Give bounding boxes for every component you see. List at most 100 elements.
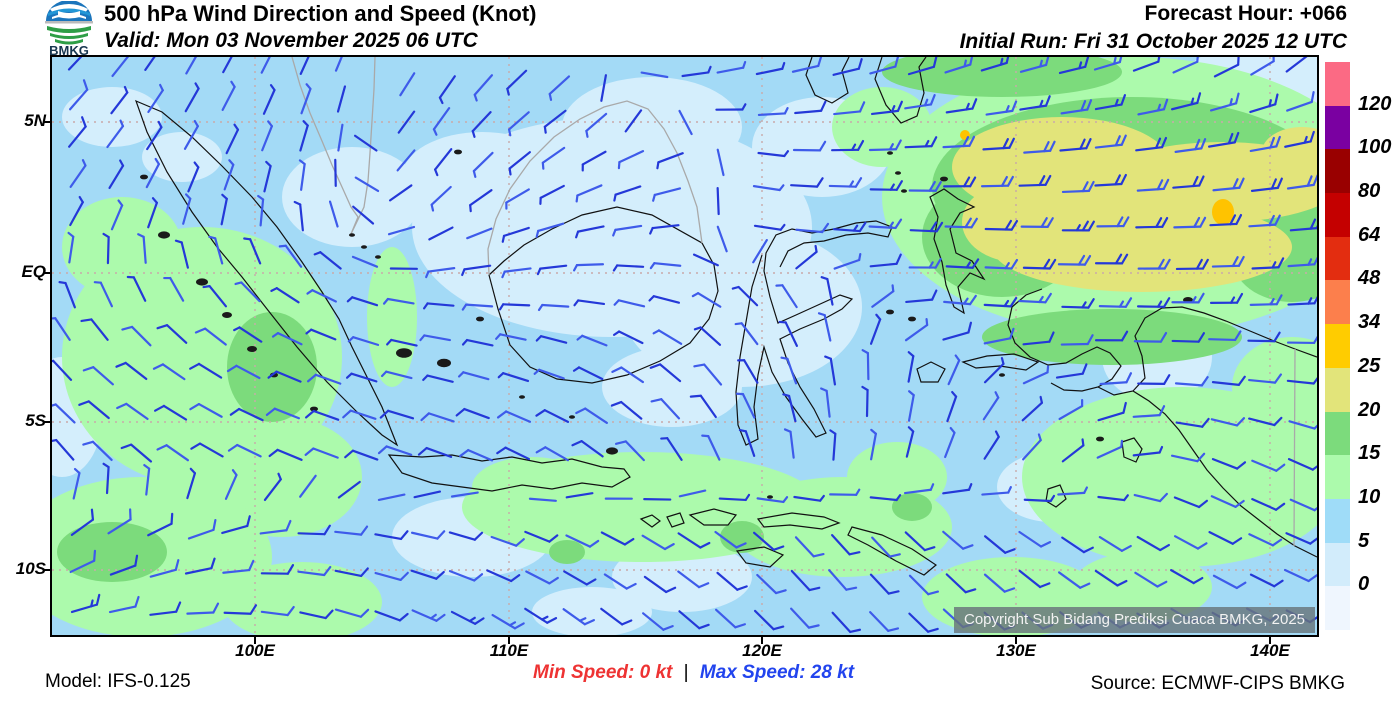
wind-barb-line — [236, 443, 262, 458]
islet — [310, 406, 318, 412]
wind-barb-line — [473, 93, 478, 102]
wind-barb-line — [1234, 92, 1240, 105]
wind-barb-line — [757, 151, 786, 158]
speed-patch-10-15 — [1232, 337, 1317, 437]
wind-barb-line — [1135, 225, 1164, 229]
wind-barb-line — [221, 193, 228, 200]
wind-barb-line — [818, 140, 827, 152]
wind-barb-line — [994, 391, 1000, 399]
wind-barb-line — [374, 610, 402, 622]
wind-barb-line — [186, 472, 197, 500]
wind-barb-line — [1094, 182, 1123, 187]
wind-barb-line — [907, 65, 936, 76]
wind-barb-line — [1082, 546, 1094, 554]
wind-barb-line — [306, 289, 314, 295]
legend-colorbar: 120 100 80 64 48 34 25 20 15 10 5 0 — [1325, 62, 1400, 631]
wind-barb-line — [1079, 582, 1091, 589]
wind-barb-line — [865, 388, 869, 418]
wind-barb-line — [503, 267, 532, 273]
wind-barb-line — [1004, 548, 1016, 554]
wind-barb-line — [99, 281, 113, 308]
wind-barb-line — [1159, 543, 1170, 552]
max-speed-value: 28 kt — [810, 662, 855, 683]
wind-barb-line — [524, 530, 551, 543]
wind-barb-line — [137, 233, 145, 238]
wind-barb-line — [78, 195, 84, 204]
copyright-watermark: Copyright Sub Bidang Prediksi Cuaca BMKG… — [953, 607, 1315, 633]
wind-barb-line — [870, 432, 877, 461]
wind-barb-line — [1236, 461, 1247, 470]
lat-tick-5N — [43, 121, 50, 123]
wind-barb-line — [699, 326, 722, 346]
wind-barb-line — [543, 125, 547, 134]
wind-barb-line — [110, 204, 124, 231]
wind-barb-line — [498, 303, 505, 311]
wind-barb-line — [757, 112, 786, 117]
wind-barb-line — [95, 593, 101, 606]
wind-barb-line — [999, 57, 1004, 66]
wind-barb-line — [678, 489, 707, 498]
legend-cell-10 — [1325, 498, 1350, 544]
wind-barb-line — [1275, 463, 1286, 472]
wind-barb-line — [1175, 421, 1204, 428]
wind-barb-line — [430, 185, 452, 206]
wind-barb-line — [1120, 330, 1129, 342]
legend-label-15: 15 — [1358, 442, 1381, 465]
islet — [908, 316, 916, 322]
wind-barb-line — [944, 63, 972, 74]
wind-barb-line — [374, 571, 402, 581]
wind-barb-line — [146, 126, 163, 151]
wind-barb-line — [351, 449, 379, 461]
wind-barb-line — [430, 203, 435, 212]
wind-barb-line — [1113, 57, 1117, 65]
wind-barb-line — [438, 75, 456, 99]
wind-barb-line — [346, 296, 354, 303]
wind-barb-line — [781, 284, 798, 309]
wind-barb-line — [580, 440, 604, 458]
wind-barb-line — [180, 241, 189, 269]
wind-barb-line — [1158, 445, 1164, 454]
wind-barb-line — [903, 488, 932, 495]
wind-barb-line — [1170, 101, 1199, 111]
coastline-sumbawa — [688, 508, 738, 526]
wind-barb-line — [417, 446, 428, 456]
wind-barb-line — [786, 357, 798, 385]
wind-barb-line — [411, 609, 438, 622]
wind-barb-line — [130, 325, 152, 347]
legend-label-25: 25 — [1358, 354, 1381, 377]
wind-barb-line — [450, 610, 477, 625]
wind-barb-line — [360, 567, 369, 578]
wind-barb-line — [142, 235, 147, 264]
wind-barb-line — [1116, 579, 1128, 587]
legend-cell-1 — [1325, 105, 1350, 150]
wind-barb-line — [905, 298, 934, 304]
coastline-borneo-north — [487, 100, 703, 276]
wind-barb-line — [67, 231, 75, 238]
wind-barb-line — [183, 125, 199, 150]
wind-barb-line — [1136, 187, 1165, 192]
wind-barb-line — [1274, 502, 1286, 511]
wind-barb-line — [610, 400, 623, 407]
wind-barb-line — [398, 612, 409, 622]
wind-barb-line — [1310, 91, 1315, 104]
wind-barb-line — [197, 362, 223, 379]
wind-barb-line — [465, 303, 494, 308]
wind-barb-line — [1134, 571, 1159, 588]
wind-barb-line — [1044, 57, 1050, 67]
wind-barb-line — [426, 374, 454, 383]
wind-barb-line — [923, 546, 936, 552]
speed-patch-10-15 — [1022, 387, 1317, 567]
wind-barb-line — [463, 407, 490, 420]
islet — [476, 316, 484, 322]
wind-barb-line — [691, 292, 700, 298]
wind-barb-line — [349, 409, 377, 420]
wind-barb-line — [1039, 541, 1052, 548]
wind-barb-line — [849, 628, 862, 634]
wind-barb-line — [649, 262, 656, 270]
wind-barb-line — [1285, 532, 1312, 545]
wind-barb-line — [971, 258, 980, 269]
wind-barb-line — [888, 553, 901, 558]
islet — [349, 233, 355, 237]
wind-barb-line — [1194, 138, 1201, 151]
wind-barb-line — [189, 467, 197, 475]
